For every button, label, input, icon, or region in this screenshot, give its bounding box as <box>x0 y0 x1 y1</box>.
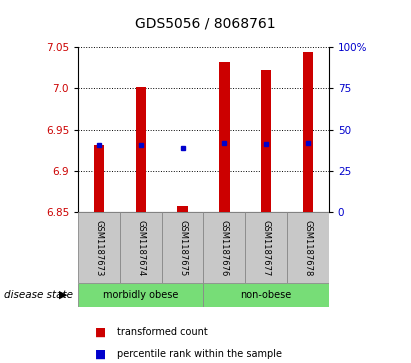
Text: GSM1187676: GSM1187676 <box>220 220 229 276</box>
Text: GSM1187673: GSM1187673 <box>95 220 104 276</box>
Text: transformed count: transformed count <box>117 327 208 337</box>
Bar <box>203 283 329 307</box>
Bar <box>136 87 146 212</box>
Bar <box>120 212 162 283</box>
Bar <box>78 283 203 307</box>
Text: GSM1187678: GSM1187678 <box>303 220 312 276</box>
Text: GSM1187677: GSM1187677 <box>262 220 270 276</box>
Text: disease state: disease state <box>4 290 73 300</box>
Bar <box>94 144 104 212</box>
Bar <box>203 212 245 283</box>
Bar <box>302 52 313 212</box>
Text: non-obese: non-obese <box>240 290 292 300</box>
Bar <box>245 212 287 283</box>
Bar <box>261 70 271 212</box>
Bar <box>287 212 329 283</box>
Bar <box>78 212 120 283</box>
Bar <box>177 206 188 212</box>
Text: morbidly obese: morbidly obese <box>103 290 178 300</box>
Text: GSM1187674: GSM1187674 <box>136 220 145 276</box>
Bar <box>219 62 230 212</box>
Bar <box>162 212 203 283</box>
Text: GSM1187675: GSM1187675 <box>178 220 187 276</box>
Text: ▶: ▶ <box>60 290 68 300</box>
Text: ■: ■ <box>95 347 106 360</box>
Text: percentile rank within the sample: percentile rank within the sample <box>117 349 282 359</box>
Text: GDS5056 / 8068761: GDS5056 / 8068761 <box>135 16 276 30</box>
Text: ■: ■ <box>95 326 106 339</box>
